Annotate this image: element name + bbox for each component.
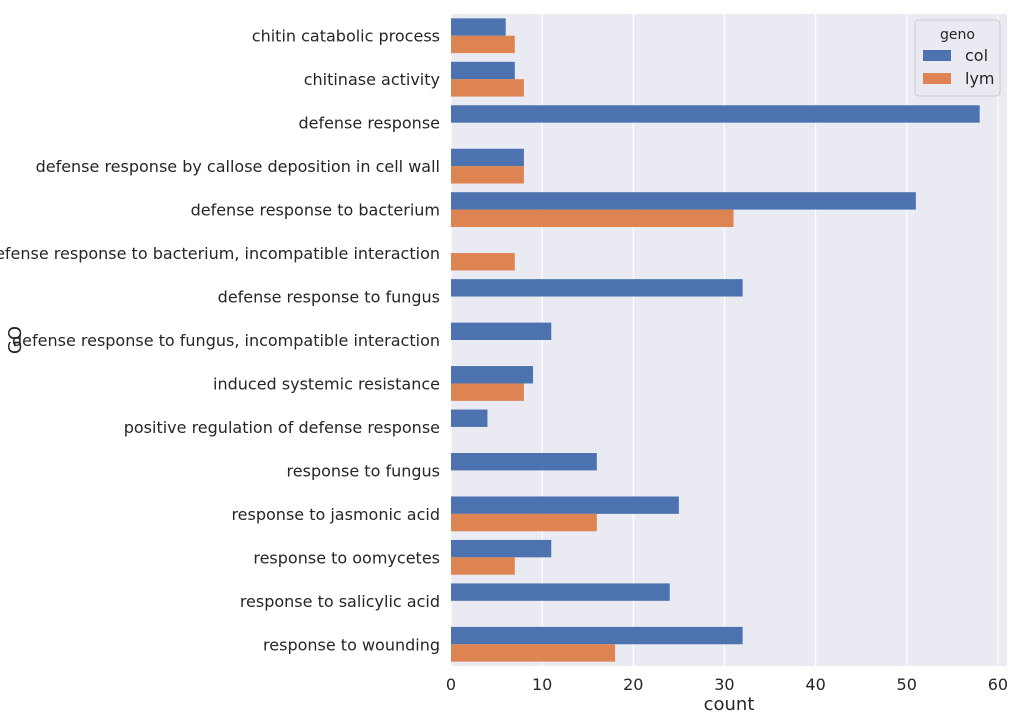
x-tick-label: 10 xyxy=(532,675,552,694)
x-tick-label: 40 xyxy=(805,675,825,694)
bar-col xyxy=(451,626,743,645)
category-label: response to salicylic acid xyxy=(240,592,440,611)
bar-col xyxy=(451,279,743,297)
category-label: defense response to bacterium, incompati… xyxy=(0,244,440,263)
bar-col xyxy=(451,453,597,471)
bar-col xyxy=(451,322,552,340)
x-tick-labels: 0 10 20 30 40 50 60 xyxy=(446,675,1008,694)
x-tick-label: 50 xyxy=(897,675,917,694)
category-label: defense response to fungus xyxy=(218,288,440,307)
category-label: response to fungus xyxy=(287,461,440,480)
x-tick-label: 30 xyxy=(714,675,734,694)
bar-col xyxy=(451,148,524,167)
category-label: response to oomycetes xyxy=(253,548,440,567)
bar-lym xyxy=(451,209,734,227)
y-axis-title: GO xyxy=(5,326,26,354)
category-labels: chitin catabolic process chitinase activi… xyxy=(0,27,440,655)
bar-lym xyxy=(451,35,515,54)
bar-lym xyxy=(451,557,515,575)
category-label: defense response to fungus, incompatible… xyxy=(12,331,440,350)
category-label: chitinase activity xyxy=(304,70,440,89)
x-tick-label: 0 xyxy=(446,675,456,694)
legend-swatch-lym xyxy=(923,73,951,84)
x-tick-label: 20 xyxy=(623,675,643,694)
category-label: response to jasmonic acid xyxy=(231,505,440,524)
bar-col xyxy=(451,409,488,427)
bar-col xyxy=(451,61,515,80)
bar-col xyxy=(451,539,552,558)
category-label: defense response to bacterium xyxy=(191,201,440,220)
bar-col xyxy=(451,192,916,210)
bar-col xyxy=(451,366,534,384)
bar-col xyxy=(451,583,670,601)
category-label: induced systemic resistance xyxy=(213,374,440,393)
bar-col xyxy=(451,18,506,36)
legend: geno col lym xyxy=(914,19,1001,97)
bar-lym xyxy=(451,644,616,662)
category-label: positive regulation of defense response xyxy=(124,418,440,437)
legend-label-lym: lym xyxy=(965,69,995,88)
bars xyxy=(451,18,980,662)
bar-lym xyxy=(451,513,597,532)
category-label: response to wounding xyxy=(263,635,440,654)
category-label: defense response xyxy=(298,114,440,133)
legend-label-col: col xyxy=(965,46,988,65)
category-label: defense response by callose deposition i… xyxy=(36,157,440,176)
bar-lym xyxy=(451,253,515,271)
x-axis-title: count xyxy=(704,694,755,715)
bar-lym xyxy=(451,166,524,184)
category-label: chitin catabolic process xyxy=(252,27,440,46)
bar-lym xyxy=(451,383,524,401)
legend-items: col lym xyxy=(923,46,995,88)
legend-title: geno xyxy=(940,27,975,43)
bar-col xyxy=(451,496,679,514)
bar-col xyxy=(451,105,980,123)
bar-lym xyxy=(451,79,524,97)
legend-swatch-col xyxy=(923,50,951,61)
x-tick-label: 60 xyxy=(988,675,1008,694)
